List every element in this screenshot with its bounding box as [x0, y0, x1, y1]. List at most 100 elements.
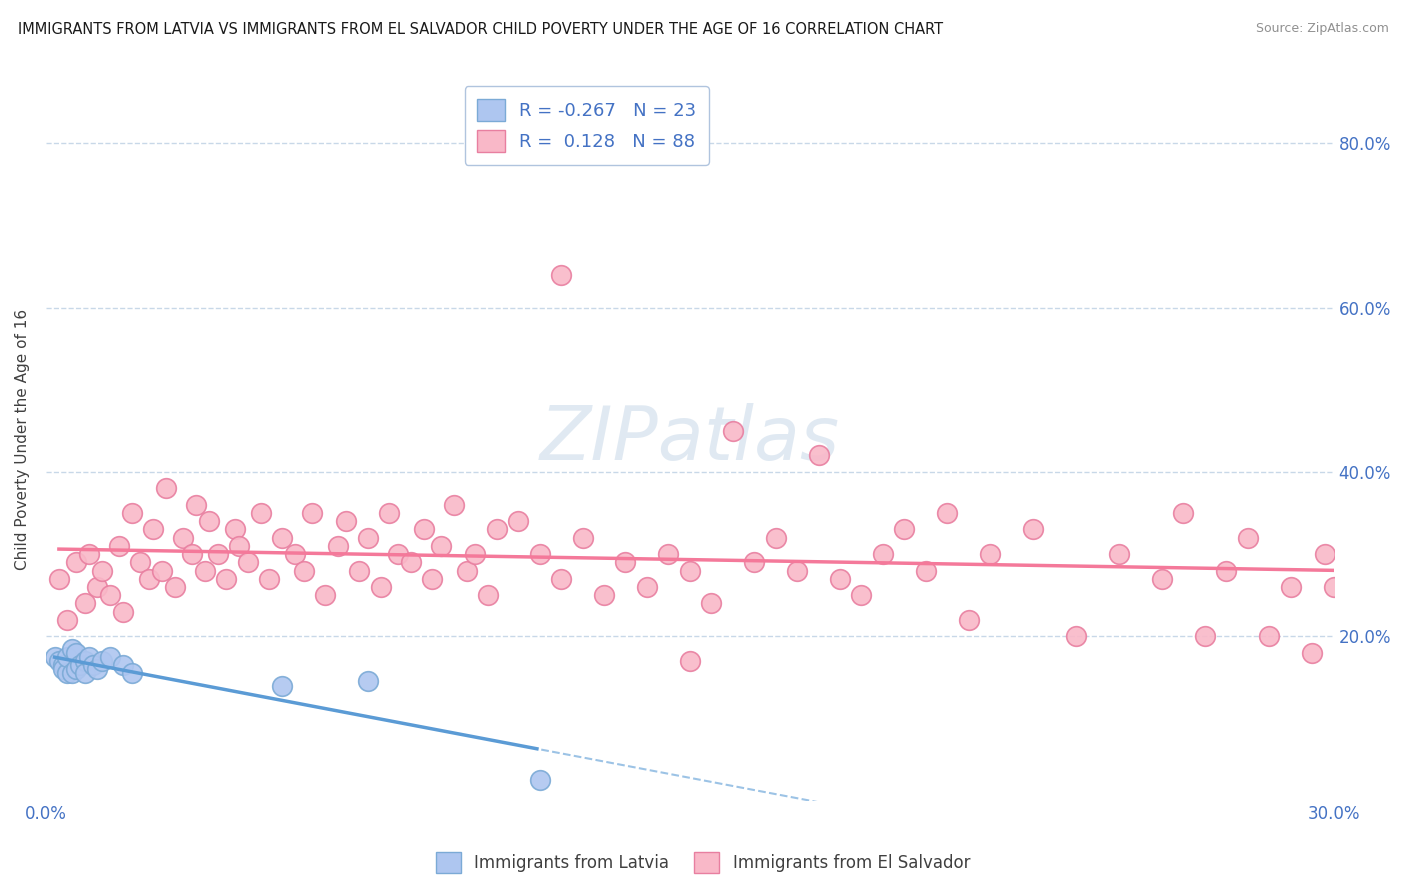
- Point: [430, 539, 453, 553]
- Point: [73, 666, 96, 681]
- Point: [893, 523, 915, 537]
- Point: [399, 555, 422, 569]
- Point: [98, 649, 121, 664]
- Point: [1258, 629, 1281, 643]
- Point: [236, 555, 259, 569]
- Point: [412, 523, 434, 537]
- Point: [420, 572, 443, 586]
- Point: [349, 564, 371, 578]
- Point: [485, 523, 508, 537]
- Point: [56, 649, 79, 664]
- Point: [765, 531, 787, 545]
- Point: [121, 506, 143, 520]
- Point: [44, 649, 66, 664]
- Point: [73, 596, 96, 610]
- Point: [48, 572, 70, 586]
- Point: [48, 654, 70, 668]
- Point: [138, 572, 160, 586]
- Text: IMMIGRANTS FROM LATVIA VS IMMIGRANTS FROM EL SALVADOR CHILD POVERTY UNDER THE AG: IMMIGRANTS FROM LATVIA VS IMMIGRANTS FRO…: [18, 22, 943, 37]
- Point: [249, 506, 271, 520]
- Point: [186, 498, 208, 512]
- Point: [172, 531, 194, 545]
- Point: [1279, 580, 1302, 594]
- Point: [529, 773, 551, 788]
- Point: [1108, 547, 1130, 561]
- Y-axis label: Child Poverty Under the Age of 16: Child Poverty Under the Age of 16: [15, 309, 30, 570]
- Point: [657, 547, 679, 561]
- Point: [679, 564, 702, 578]
- Point: [271, 679, 294, 693]
- Point: [98, 588, 121, 602]
- Point: [77, 547, 100, 561]
- Point: [464, 547, 486, 561]
- Point: [194, 564, 217, 578]
- Point: [335, 514, 357, 528]
- Point: [271, 531, 294, 545]
- Point: [142, 523, 165, 537]
- Point: [477, 588, 499, 602]
- Point: [77, 649, 100, 664]
- Point: [807, 449, 830, 463]
- Point: [65, 662, 87, 676]
- Point: [456, 564, 478, 578]
- Point: [90, 654, 112, 668]
- Point: [180, 547, 202, 561]
- Point: [108, 539, 131, 553]
- Point: [82, 658, 104, 673]
- Point: [284, 547, 307, 561]
- Point: [957, 613, 980, 627]
- Point: [112, 605, 135, 619]
- Point: [700, 596, 723, 610]
- Point: [155, 481, 177, 495]
- Point: [1022, 523, 1045, 537]
- Point: [326, 539, 349, 553]
- Point: [314, 588, 336, 602]
- Point: [301, 506, 323, 520]
- Point: [65, 646, 87, 660]
- Point: [786, 564, 808, 578]
- Point: [257, 572, 280, 586]
- Point: [1323, 580, 1346, 594]
- Point: [69, 658, 91, 673]
- Point: [86, 662, 108, 676]
- Point: [915, 564, 938, 578]
- Point: [207, 547, 229, 561]
- Point: [1064, 629, 1087, 643]
- Point: [215, 572, 238, 586]
- Point: [1150, 572, 1173, 586]
- Point: [1173, 506, 1195, 520]
- Point: [56, 613, 79, 627]
- Point: [828, 572, 851, 586]
- Point: [60, 666, 83, 681]
- Point: [90, 564, 112, 578]
- Point: [228, 539, 250, 553]
- Point: [1301, 646, 1323, 660]
- Point: [150, 564, 173, 578]
- Point: [224, 523, 246, 537]
- Point: [121, 666, 143, 681]
- Point: [508, 514, 530, 528]
- Point: [292, 564, 315, 578]
- Legend: R = -0.267   N = 23, R =  0.128   N = 88: R = -0.267 N = 23, R = 0.128 N = 88: [465, 87, 709, 165]
- Point: [56, 666, 79, 681]
- Point: [636, 580, 658, 594]
- Point: [1215, 564, 1237, 578]
- Point: [112, 658, 135, 673]
- Point: [979, 547, 1001, 561]
- Point: [357, 674, 380, 689]
- Point: [1194, 629, 1216, 643]
- Point: [52, 662, 75, 676]
- Point: [387, 547, 409, 561]
- Point: [378, 506, 401, 520]
- Point: [1236, 531, 1258, 545]
- Point: [163, 580, 186, 594]
- Point: [65, 555, 87, 569]
- Point: [936, 506, 959, 520]
- Point: [86, 580, 108, 594]
- Point: [52, 658, 75, 673]
- Point: [679, 654, 702, 668]
- Point: [550, 268, 572, 282]
- Text: Source: ZipAtlas.com: Source: ZipAtlas.com: [1256, 22, 1389, 36]
- Point: [593, 588, 616, 602]
- Legend: Immigrants from Latvia, Immigrants from El Salvador: Immigrants from Latvia, Immigrants from …: [429, 846, 977, 880]
